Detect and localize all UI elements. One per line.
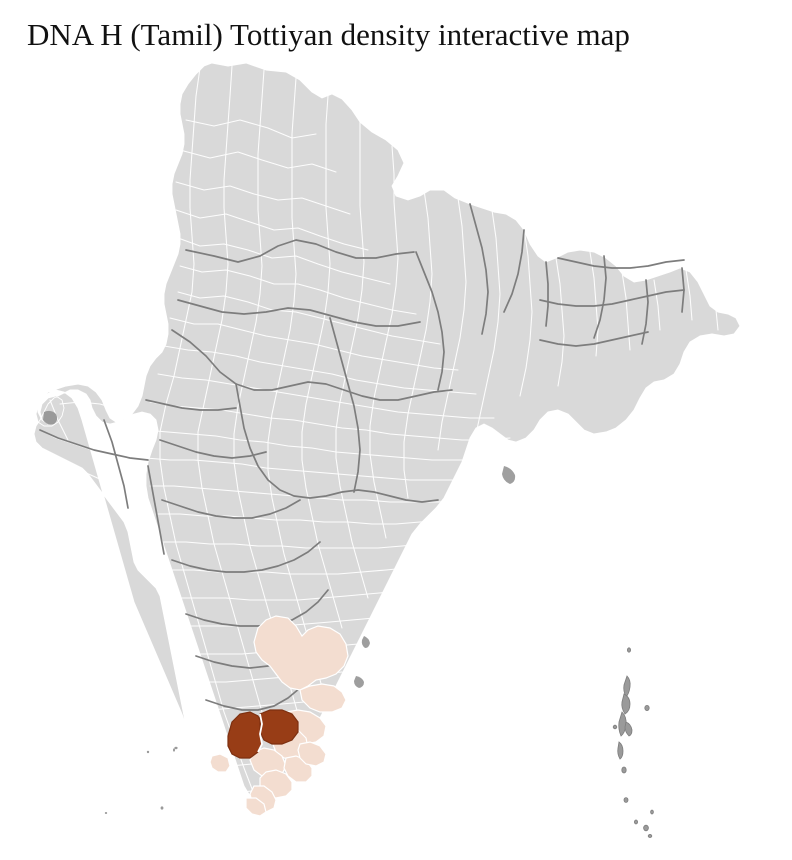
lakshadweep-islands [104, 746, 178, 814]
india-mainland-fill [33, 62, 741, 813]
region-chittoor-low[interactable] [299, 683, 347, 713]
region-erode-tiruppur-high[interactable] [259, 709, 299, 745]
low-density-region-layer[interactable] [209, 615, 349, 817]
region-ramnad-low[interactable] [297, 741, 327, 767]
region-high-internal-border [257, 713, 263, 753]
state-boundary-layer [39, 203, 685, 711]
region-rayalaseema-low[interactable] [253, 615, 349, 691]
base-landmass-layer [33, 62, 741, 813]
region-kanyakumari-low[interactable] [245, 797, 267, 817]
andaman-nicobar-islands [612, 647, 654, 839]
region-palakkad-low[interactable] [209, 753, 231, 773]
page-title: DNA H (Tamil) Tottiyan density interacti… [27, 17, 630, 52]
coastal-accent-patches [43, 410, 516, 688]
high-density-region-layer[interactable] [227, 709, 299, 759]
